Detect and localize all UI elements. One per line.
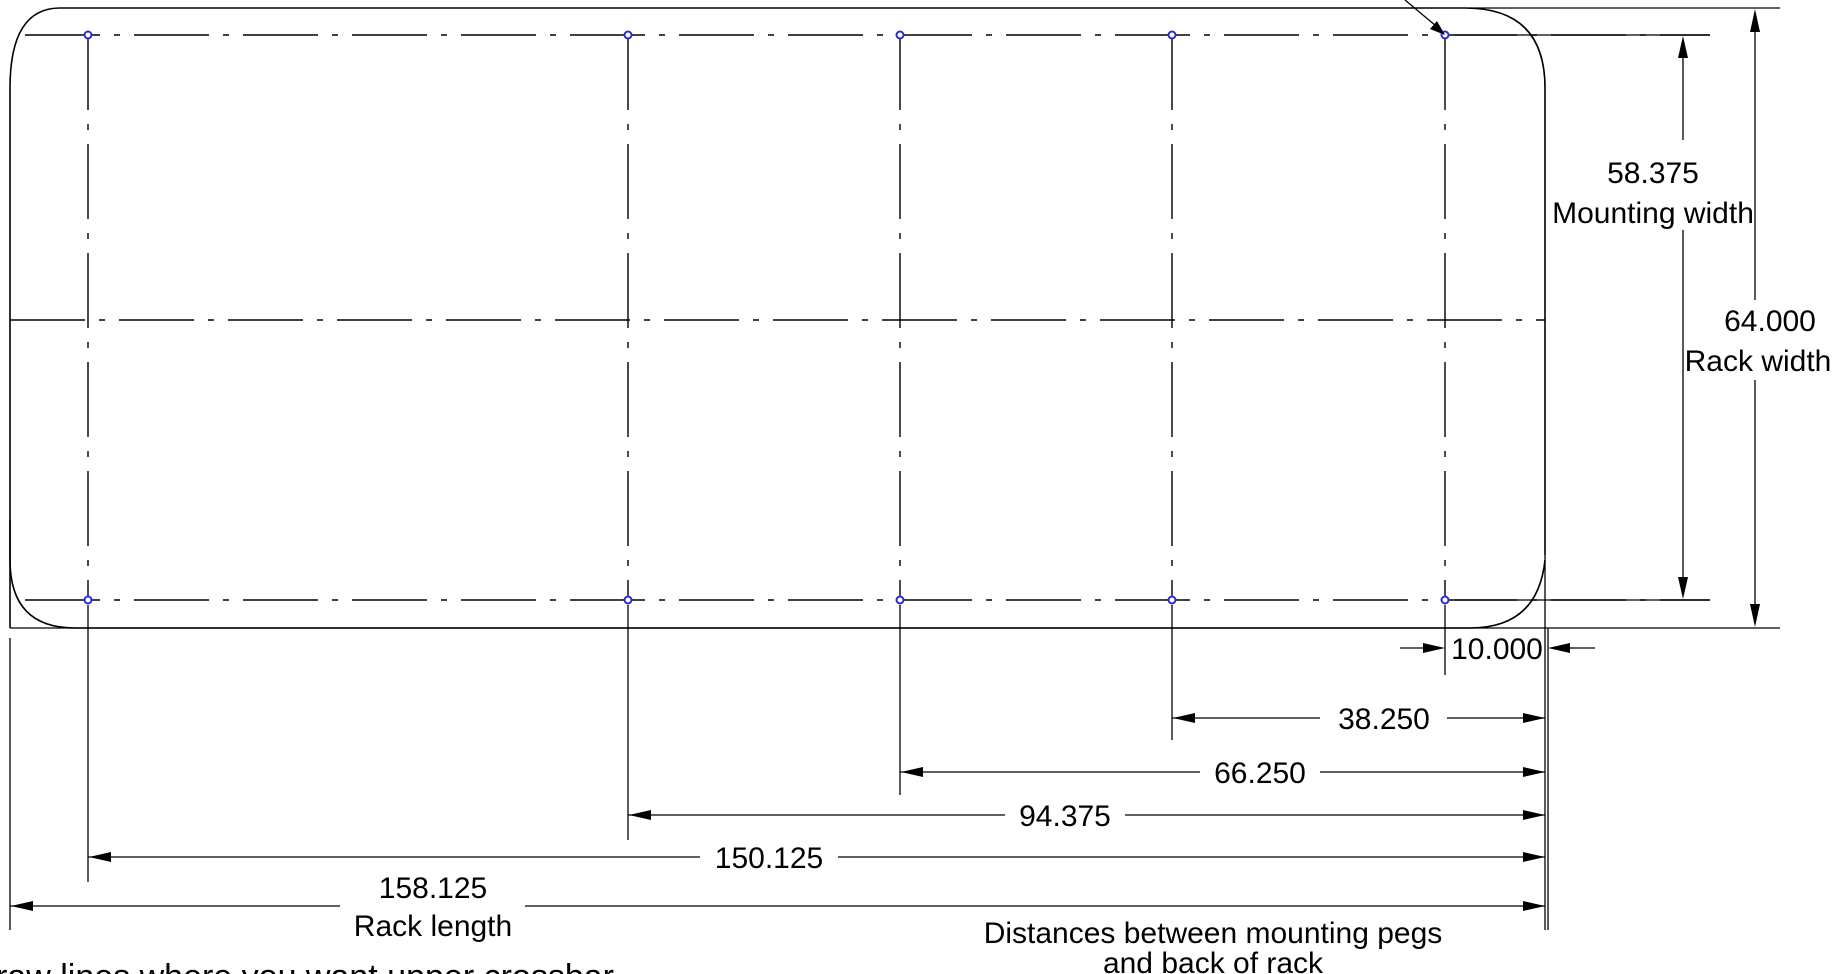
mounting-width-value: 58.375	[1607, 157, 1699, 190]
peg	[1167, 30, 1177, 40]
extension-lines-right	[10, 7, 1780, 629]
horizontal-centerlines	[10, 34, 1710, 601]
dimension-66: 66.250	[900, 757, 1545, 790]
leader-arrow	[1404, 0, 1445, 35]
rack-width-dimension: 64.000 Rack width	[1685, 9, 1832, 627]
rack-width-value: 64.000	[1724, 305, 1816, 338]
distances-note-line1: Distances between mounting pegs	[984, 917, 1443, 950]
vertical-centerlines	[87, 35, 1446, 600]
extension-lines-bottom	[9, 555, 1549, 930]
peg	[1440, 595, 1450, 605]
rack-outline	[9, 7, 1546, 629]
peg	[83, 30, 93, 40]
rack-length-label: Rack length	[354, 910, 512, 943]
crossbar-note: raw lines where you want upper crossbar	[0, 958, 614, 974]
mounting-pegs	[83, 30, 1450, 605]
peg	[1167, 595, 1177, 605]
peg	[623, 30, 633, 40]
dimension-94-value: 94.375	[1019, 800, 1111, 833]
rack-width-label: Rack width	[1685, 345, 1832, 378]
distances-note-line2: and back of rack	[1103, 947, 1324, 974]
rack-length-value: 158.125	[379, 872, 487, 905]
dimension-150: 150.125	[88, 842, 1545, 875]
peg	[895, 30, 905, 40]
dimension-10-value: 10.000	[1451, 633, 1543, 666]
dimension-66-value: 66.250	[1214, 757, 1306, 790]
peg	[895, 595, 905, 605]
peg	[623, 595, 633, 605]
dimension-10: 10.000	[1400, 633, 1595, 666]
dimension-150-value: 150.125	[715, 842, 823, 875]
mounting-width-label: Mounting width	[1552, 197, 1754, 230]
peg	[83, 595, 93, 605]
dimension-38: 38.250	[1172, 703, 1545, 736]
rack-length-dimension: 158.125 Rack length	[10, 872, 1545, 943]
dimension-94: 94.375	[628, 800, 1545, 833]
dimension-38-value: 38.250	[1338, 703, 1430, 736]
mounting-width-dimension: 58.375 Mounting width	[1552, 36, 1754, 599]
